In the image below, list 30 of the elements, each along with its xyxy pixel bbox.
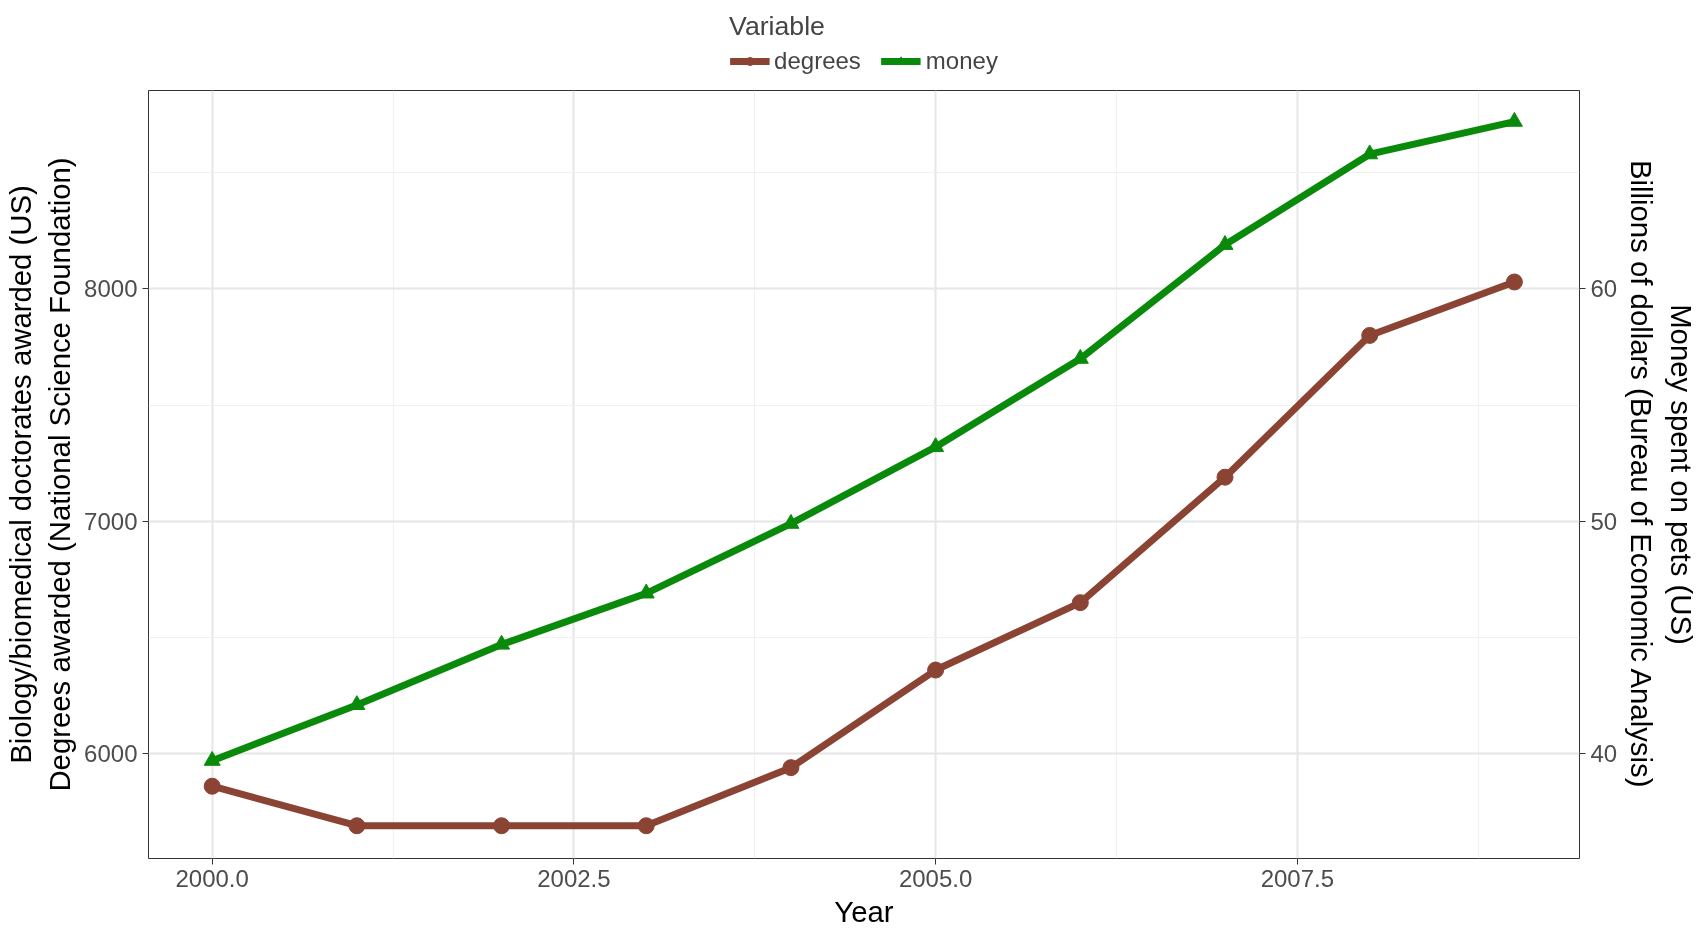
point bbox=[203, 777, 221, 795]
y-axis-title: Biology/biomedical doctorates awarded (US) Degrees awarded (National Science Foundation) bbox=[3, 157, 77, 792]
y2-tick-label: 50 bbox=[1590, 507, 1618, 535]
point bbox=[927, 661, 945, 679]
point bbox=[782, 759, 800, 777]
point bbox=[1071, 594, 1089, 612]
point bbox=[493, 817, 511, 835]
point bbox=[1505, 273, 1523, 291]
y-tick-label: 6000 bbox=[84, 740, 138, 768]
legend-label: money bbox=[925, 46, 998, 75]
point bbox=[637, 817, 655, 835]
point bbox=[1505, 111, 1523, 127]
point bbox=[1361, 144, 1379, 160]
x-tick-label: 2002.5 bbox=[537, 864, 611, 892]
point bbox=[1216, 468, 1234, 486]
legend-title: Variable bbox=[729, 10, 826, 42]
x-tick-label: 2005.0 bbox=[898, 864, 973, 892]
x-tick-label: 2007.5 bbox=[1260, 864, 1335, 892]
x-axis-title: Year bbox=[834, 894, 894, 928]
x-tick-label: 2000.0 bbox=[175, 864, 249, 892]
point bbox=[348, 817, 366, 835]
y2-tick-label: 60 bbox=[1590, 275, 1618, 303]
y2-tick-label: 40 bbox=[1590, 740, 1618, 768]
legend-label: degrees bbox=[774, 46, 861, 75]
y-tick-label: 8000 bbox=[84, 275, 138, 303]
y2-axis-title: Money spent on pets (US) Billions of dollars (Bureau of Economic Analysis) bbox=[1625, 159, 1698, 788]
point bbox=[1216, 235, 1234, 250]
point bbox=[1361, 326, 1379, 344]
y-tick-label: 7000 bbox=[84, 507, 138, 535]
point bbox=[203, 750, 221, 766]
